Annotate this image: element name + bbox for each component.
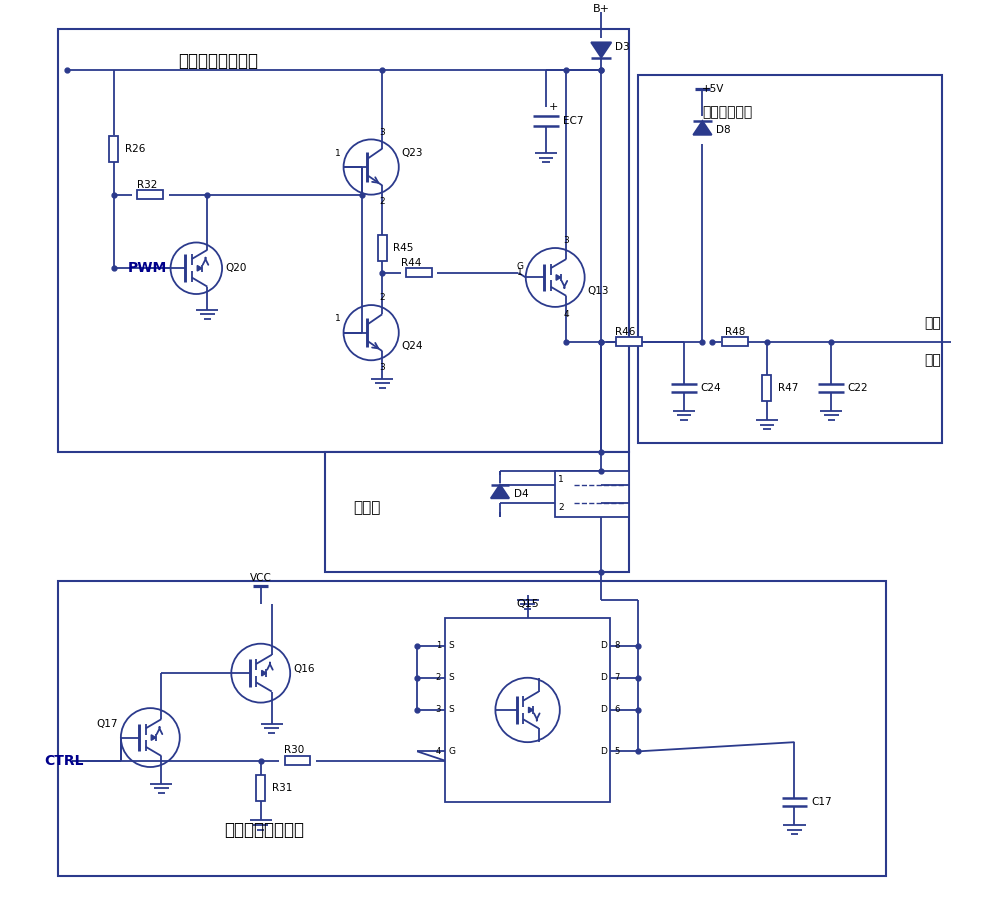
Text: R44: R44 xyxy=(401,258,421,268)
Text: D3: D3 xyxy=(615,42,630,53)
Text: D4: D4 xyxy=(514,488,528,498)
Bar xyxy=(285,756,310,765)
Polygon shape xyxy=(491,485,509,498)
Text: 1: 1 xyxy=(517,269,523,277)
Bar xyxy=(378,235,387,261)
Bar xyxy=(109,136,118,162)
Text: 电源正极驱动电路: 电源正极驱动电路 xyxy=(178,53,258,70)
Bar xyxy=(325,452,629,572)
Polygon shape xyxy=(591,42,611,57)
Text: R26: R26 xyxy=(125,144,145,153)
Text: D: D xyxy=(600,673,607,682)
Text: PWM: PWM xyxy=(127,261,167,275)
Text: Q13: Q13 xyxy=(587,286,609,296)
Polygon shape xyxy=(529,707,533,713)
Bar xyxy=(616,337,642,346)
Polygon shape xyxy=(151,735,156,740)
Text: S: S xyxy=(448,673,454,682)
Text: VCC: VCC xyxy=(250,573,272,583)
Text: 8: 8 xyxy=(614,641,619,650)
Text: 4: 4 xyxy=(563,309,569,318)
Text: Q17: Q17 xyxy=(97,719,118,729)
Text: Q23: Q23 xyxy=(402,149,423,158)
Text: 电压: 电压 xyxy=(924,354,941,367)
Circle shape xyxy=(495,677,560,742)
Bar xyxy=(722,337,748,346)
Polygon shape xyxy=(693,121,712,135)
Text: 2: 2 xyxy=(379,198,385,207)
Text: Q16: Q16 xyxy=(293,664,314,674)
Text: 3: 3 xyxy=(436,705,441,714)
Bar xyxy=(762,375,771,401)
Text: R47: R47 xyxy=(778,383,798,393)
Circle shape xyxy=(344,306,399,360)
Text: 电磁铁: 电磁铁 xyxy=(353,500,380,515)
Circle shape xyxy=(171,243,222,294)
Text: R32: R32 xyxy=(137,179,157,189)
Text: 5: 5 xyxy=(614,747,619,756)
Text: R30: R30 xyxy=(284,746,304,755)
Text: C24: C24 xyxy=(701,383,721,393)
Text: 3: 3 xyxy=(379,127,385,137)
Text: D: D xyxy=(600,641,607,650)
Text: 1: 1 xyxy=(558,475,564,485)
Text: 4: 4 xyxy=(436,747,441,756)
Text: Q24: Q24 xyxy=(402,342,423,352)
Text: 反馈: 反馈 xyxy=(924,317,941,330)
Text: R31: R31 xyxy=(272,784,292,793)
Bar xyxy=(555,471,629,517)
Text: G: G xyxy=(448,747,455,756)
Polygon shape xyxy=(197,266,202,271)
Text: R45: R45 xyxy=(393,243,414,253)
Polygon shape xyxy=(556,275,561,281)
Circle shape xyxy=(526,248,585,307)
Text: CTRL: CTRL xyxy=(44,753,84,768)
Text: C17: C17 xyxy=(811,797,832,807)
Polygon shape xyxy=(262,670,266,676)
Text: 电源负极驱动电路: 电源负极驱动电路 xyxy=(224,821,304,839)
Text: S: S xyxy=(448,641,454,650)
Bar xyxy=(58,581,886,876)
Circle shape xyxy=(231,643,290,702)
Text: B+: B+ xyxy=(593,4,610,14)
Text: 2: 2 xyxy=(558,503,564,512)
Text: R48: R48 xyxy=(725,327,746,337)
Bar xyxy=(256,775,265,801)
Text: D: D xyxy=(600,705,607,714)
Circle shape xyxy=(121,708,180,767)
Text: 1: 1 xyxy=(436,641,441,650)
Text: C22: C22 xyxy=(848,383,868,393)
Text: Q15: Q15 xyxy=(516,599,539,609)
Text: S: S xyxy=(448,705,454,714)
Text: 3: 3 xyxy=(563,236,569,246)
Text: 2: 2 xyxy=(379,294,385,303)
Bar xyxy=(445,617,610,802)
Text: +: + xyxy=(549,102,558,113)
Text: 1: 1 xyxy=(335,149,341,158)
Circle shape xyxy=(344,139,399,195)
Text: 6: 6 xyxy=(614,705,619,714)
Text: 反馈检测电路: 反馈检测电路 xyxy=(702,105,753,119)
Text: 2: 2 xyxy=(436,673,441,682)
Text: EC7: EC7 xyxy=(563,116,583,126)
Bar xyxy=(137,190,163,199)
Text: 7: 7 xyxy=(614,673,619,682)
Text: G: G xyxy=(516,262,523,271)
Text: Q20: Q20 xyxy=(226,263,247,273)
Text: 3: 3 xyxy=(379,363,385,372)
Text: D: D xyxy=(600,747,607,756)
Text: R46: R46 xyxy=(615,327,635,337)
Bar xyxy=(406,269,432,278)
Text: D8: D8 xyxy=(716,126,731,136)
Bar xyxy=(58,29,629,452)
Bar xyxy=(638,75,942,443)
Text: 1: 1 xyxy=(335,315,341,323)
Text: +5V: +5V xyxy=(702,84,725,94)
